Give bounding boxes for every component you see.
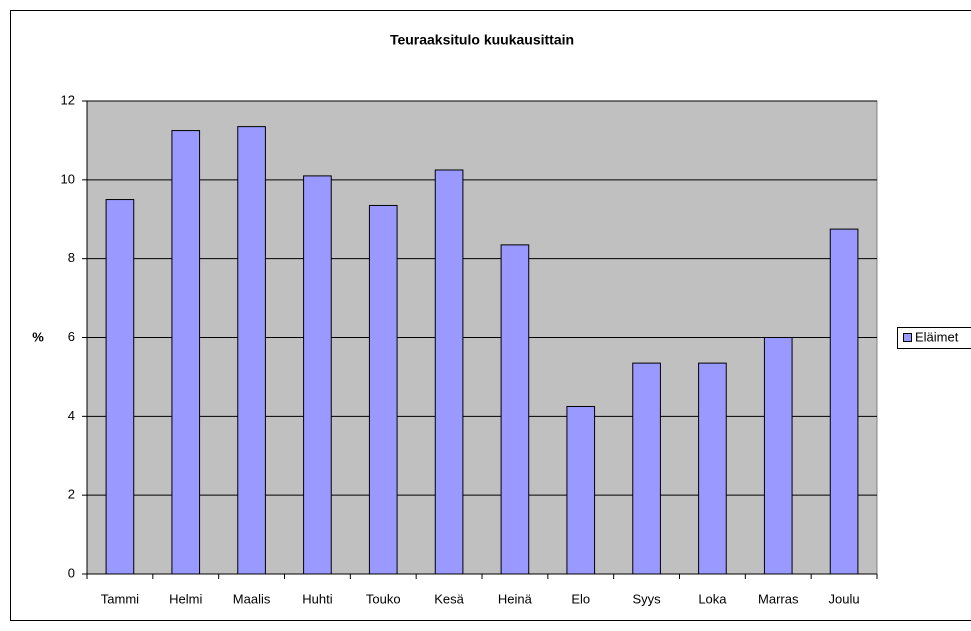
y-tick-label: 12	[61, 92, 75, 107]
bar	[566, 405, 596, 575]
bar	[500, 244, 530, 575]
chart-title: Teuraaksitulo kuukausittain	[390, 32, 574, 48]
x-tick-label: Marras	[758, 591, 799, 606]
x-tick-label: Loka	[698, 591, 727, 606]
bar	[632, 362, 661, 575]
legend-box	[897, 327, 971, 349]
x-tick-label: Helmi	[169, 591, 202, 606]
y-axis-label: %	[32, 329, 44, 344]
legend-label: Eläimet	[915, 329, 959, 344]
bar	[698, 362, 727, 575]
bar	[237, 126, 266, 575]
bar	[105, 199, 135, 575]
legend-swatch	[903, 333, 912, 342]
bar	[829, 228, 859, 575]
bar	[434, 169, 464, 575]
bar	[763, 337, 793, 575]
bar	[303, 175, 332, 575]
x-tick-label: Joulu	[829, 591, 860, 606]
bar	[171, 130, 201, 575]
x-tick-label: Huhti	[302, 591, 332, 606]
y-tick-label: 10	[61, 171, 75, 186]
y-tick-label: 8	[68, 250, 75, 265]
y-tick-label: 4	[68, 408, 75, 423]
x-tick-label: Kesä	[434, 591, 464, 606]
y-tick-label: 2	[68, 487, 75, 502]
x-tick-label: Syys	[632, 591, 661, 606]
x-tick-label: Elo	[571, 591, 590, 606]
y-tick-label: 0	[68, 565, 75, 580]
x-tick-label: Touko	[366, 591, 401, 606]
x-tick-label: Heinä	[498, 591, 533, 606]
bar	[368, 204, 398, 575]
y-tick-label: 6	[68, 329, 75, 344]
x-tick-label: Tammi	[101, 591, 139, 606]
x-tick-label: Maalis	[233, 591, 271, 606]
